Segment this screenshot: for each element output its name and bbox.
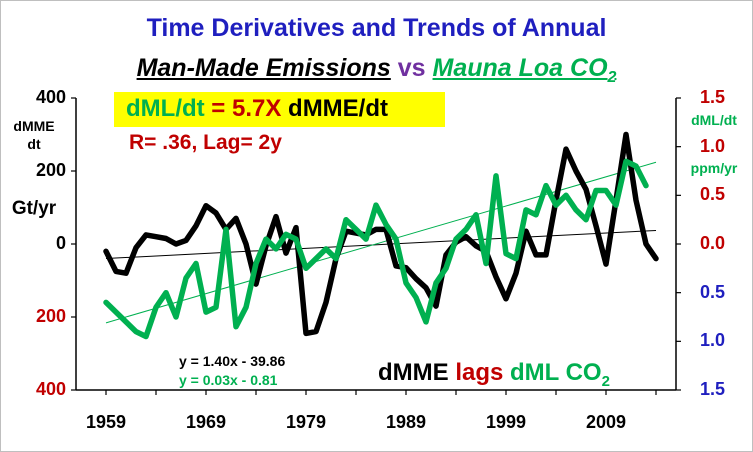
x-tick-label-1: 1969 — [185, 412, 227, 432]
title-man-made-emissions: Man-Made Emissions — [136, 54, 391, 82]
series-line-dml — [103, 158, 649, 340]
equation-factor: = 5.7X — [204, 95, 289, 122]
title-mauna-loa: Mauna Loa CO2 — [432, 54, 617, 86]
chart-title-line1: Time Derivatives and Trends of Annual — [146, 14, 607, 42]
title-vs: vs — [397, 54, 426, 82]
correlation-label: R= .36, Lag= 2y — [129, 131, 282, 154]
right-tick-label-2: 0.5 — [700, 184, 726, 205]
x-tick-label-0: 1959 — [85, 412, 127, 432]
left-tick-label-2: 0 — [55, 233, 66, 253]
lag-note: dMME lags dML CO2 — [378, 359, 610, 390]
chart-title-line2: Man-Made Emissions vs Mauna Loa CO2 — [0, 54, 753, 87]
right-tick-label-1: 1.0 — [700, 135, 726, 156]
right-tick-label-5: 1.0 — [700, 330, 726, 351]
title-mauna-loa-subscript: 2 — [607, 69, 617, 86]
x-tick-label-3: 1989 — [385, 412, 427, 432]
x-tick-label-5: 2009 — [585, 412, 627, 432]
trendline-dmme — [105, 229, 657, 260]
x-tick-label-2: 1979 — [285, 412, 327, 432]
left-tick-label-4: 400 — [35, 379, 66, 399]
equation-dmme: dMME/dt — [288, 95, 389, 122]
trendline-dmme-equation: y = 1.40x - 39.86 — [179, 353, 286, 369]
trendline-dml — [105, 161, 657, 324]
series-line-dmme — [103, 131, 659, 337]
x-tick-label-4: 1999 — [485, 412, 527, 432]
right-axis-label-line2: ppm/yr — [690, 160, 738, 176]
equation-highlight — [114, 92, 445, 127]
lag-note-dmme: dMME — [378, 359, 449, 386]
lag-note-lags: lags — [448, 359, 511, 386]
lag-note-dml-subscript: 2 — [601, 372, 610, 390]
lag-note-dml-text: dML CO — [510, 359, 602, 386]
right-tick-label-6: 1.5 — [700, 379, 726, 399]
equation-dml: dML/dt — [126, 95, 205, 122]
lag-note-dml: dML CO2 — [510, 359, 610, 390]
left-tick-label-1: 200 — [35, 160, 66, 180]
right-tick-label-0: 1.5 — [700, 87, 726, 107]
equation-text: dML/dt = 5.7X dMME/dt — [126, 95, 388, 123]
trendline-dml-equation: y = 0.03x - 0.81 — [179, 372, 278, 388]
left-axis-label-line1: dMME — [13, 118, 55, 134]
right-tick-label-3: 0.0 — [700, 233, 726, 253]
right-axis-label-line1: dML/dt — [691, 112, 737, 128]
left-tick-label-0: 400 — [35, 87, 66, 107]
right-tick-label-4: 0.5 — [700, 281, 726, 302]
left-axis-label-line2: dt — [27, 136, 41, 152]
left-tick-label-3: 200 — [35, 306, 66, 326]
left-axis-unit: Gt/yr — [11, 198, 57, 219]
title-mauna-loa-text: Mauna Loa CO — [432, 54, 608, 82]
